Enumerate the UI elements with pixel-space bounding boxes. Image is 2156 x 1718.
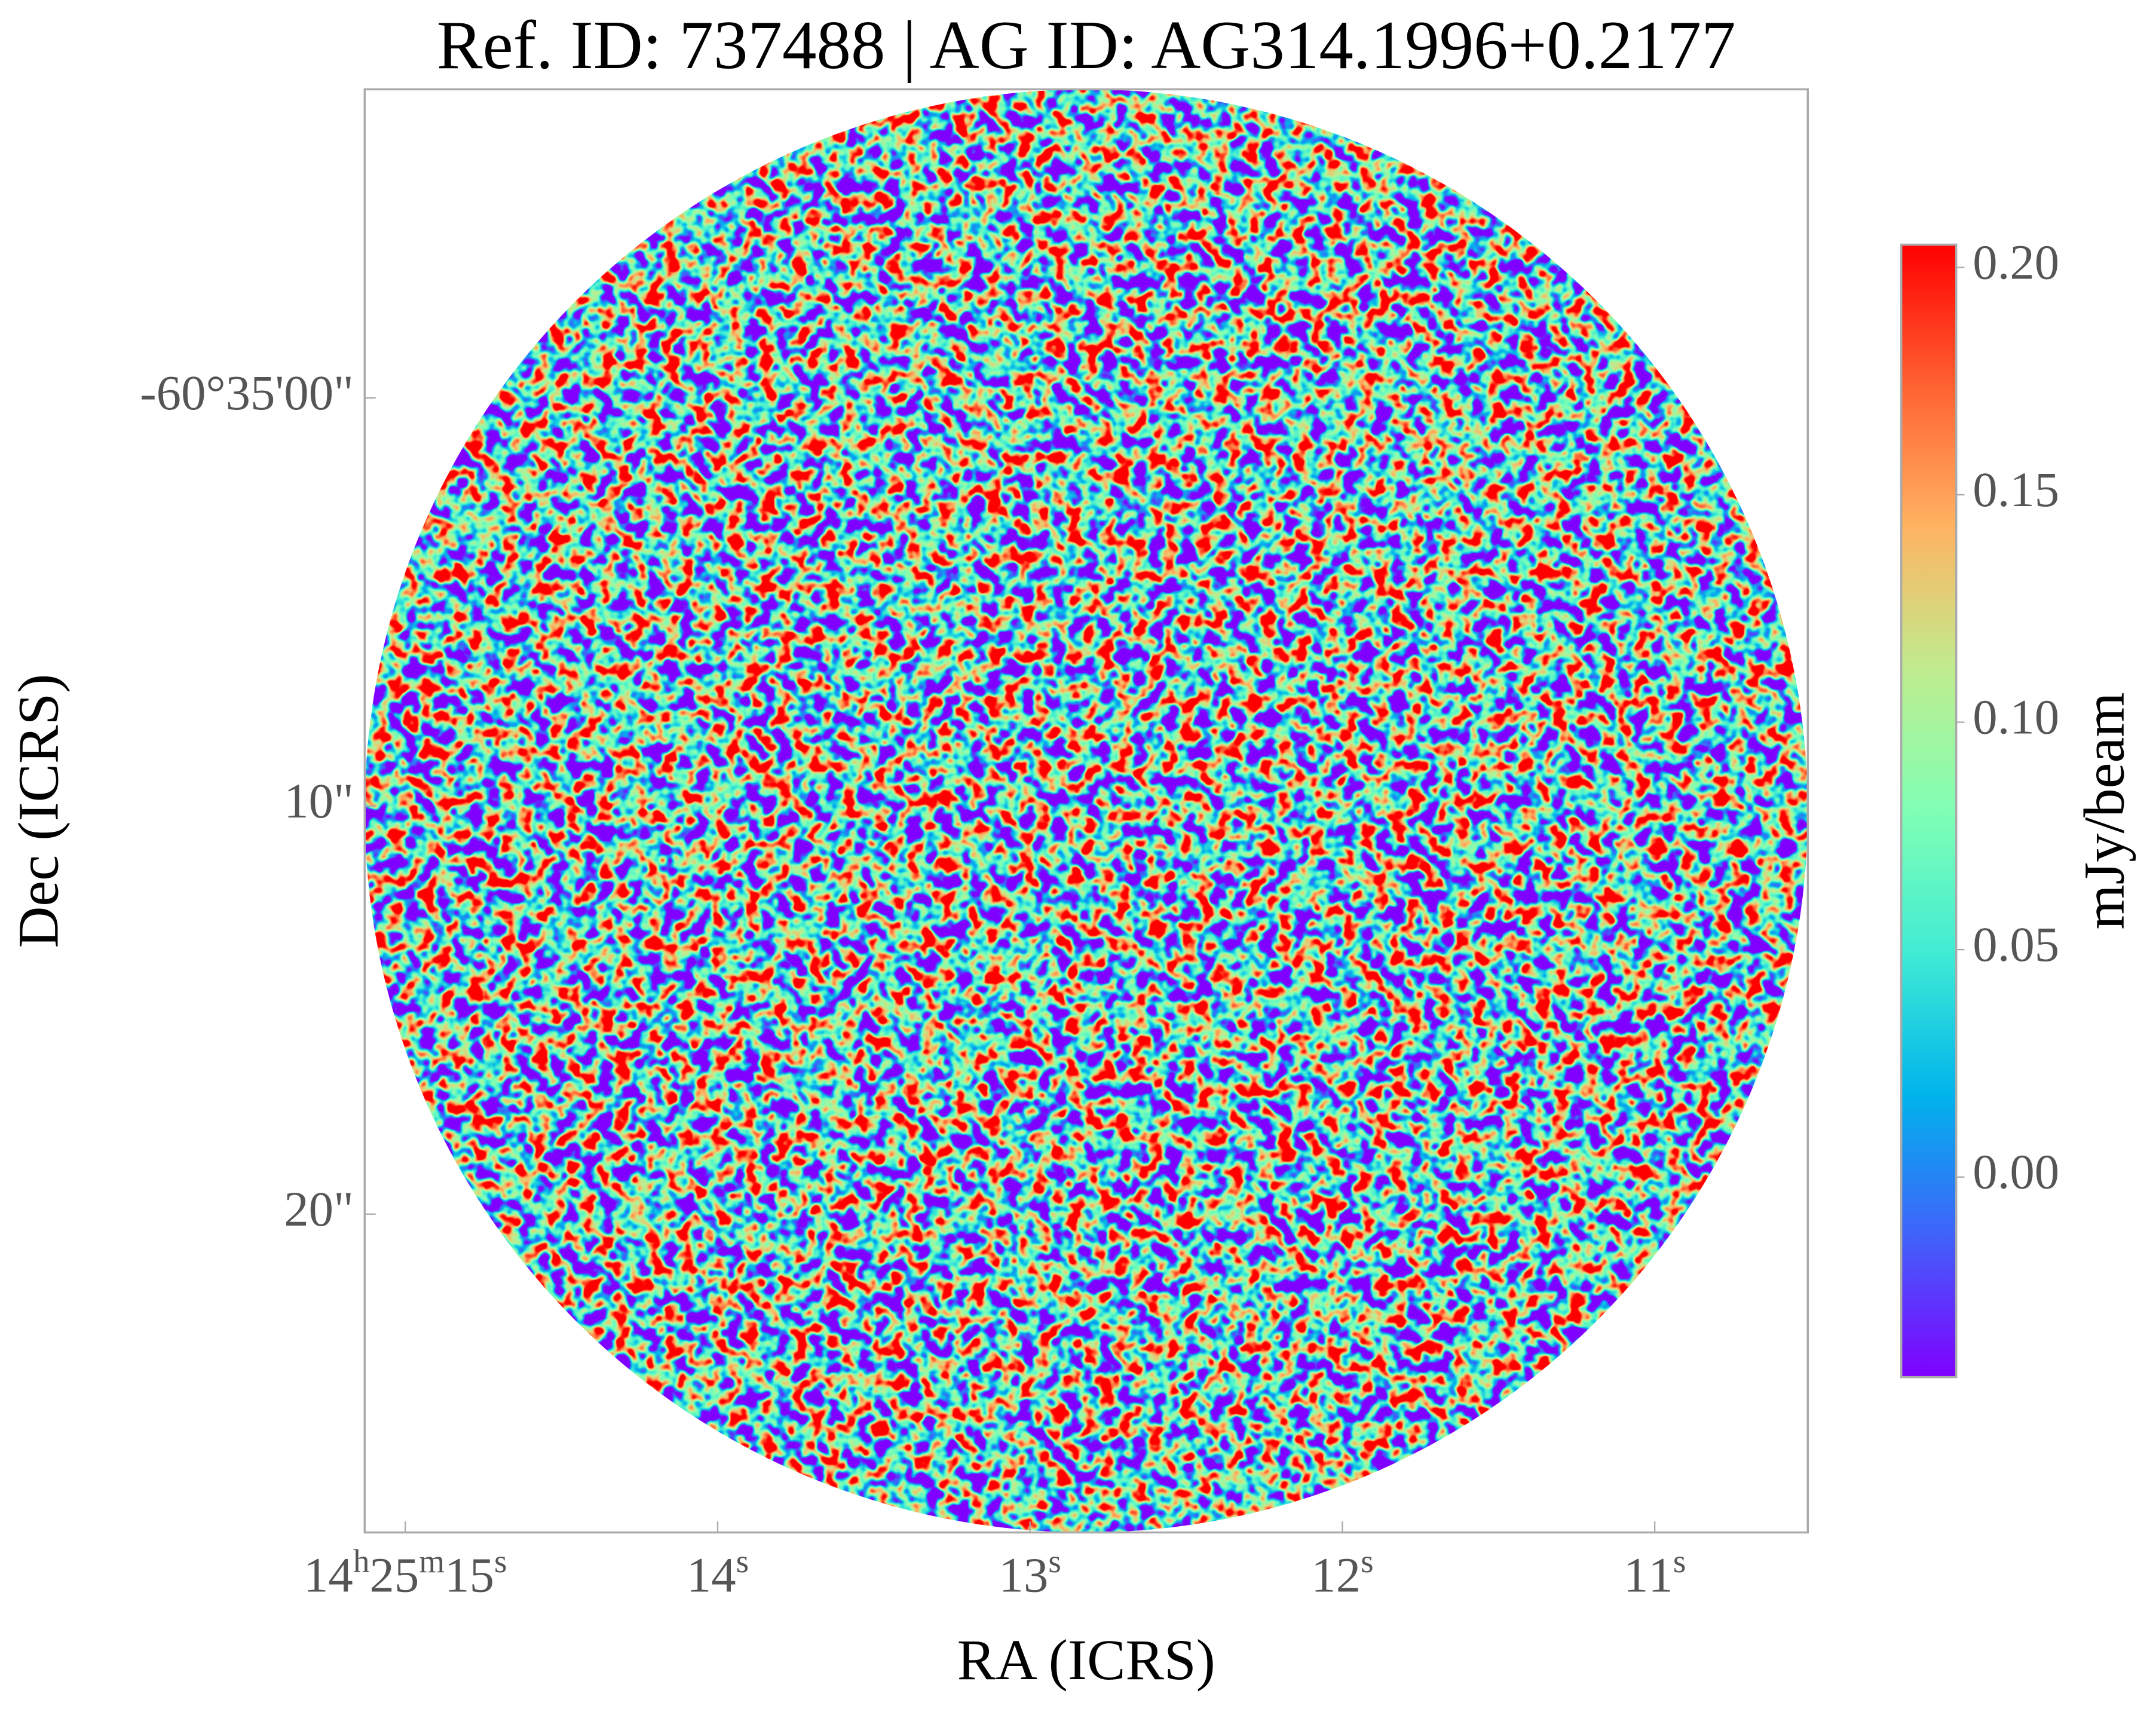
intensity-image xyxy=(365,89,1808,1533)
colorbar-label: mJy/beam xyxy=(2072,692,2136,929)
colorbar-tick-label: 0.00 xyxy=(1973,1144,2059,1199)
x-tick-label: 14h25m15s xyxy=(304,1543,507,1602)
colorbar xyxy=(1900,243,1958,1379)
y-axis-label: Dec (ICRS) xyxy=(7,674,71,948)
plot-frame xyxy=(363,88,1809,1534)
x-tick-label: 13s xyxy=(999,1543,1061,1602)
x-tick-label: 12s xyxy=(1311,1543,1373,1602)
colorbar-tick-label: 0.05 xyxy=(1973,917,2059,972)
image-layer xyxy=(365,89,1808,1533)
colorbar-tick-label: 0.10 xyxy=(1973,690,2059,745)
y-tick-label: 10" xyxy=(284,773,354,828)
x-tick-label: 14s xyxy=(687,1543,749,1602)
x-tick-label: 11s xyxy=(1624,1543,1686,1602)
x-axis-label: RA (ICRS) xyxy=(957,1628,1215,1692)
y-tick-label: -60°35'00" xyxy=(140,365,354,420)
colorbar-tick-label: 0.20 xyxy=(1973,234,2059,289)
y-tick-label: 20" xyxy=(284,1181,354,1236)
colorbar-tick-label: 0.15 xyxy=(1973,462,2059,517)
chart-title: Ref. ID: 737488 | AG ID: AG314.1996+0.21… xyxy=(437,7,1736,83)
